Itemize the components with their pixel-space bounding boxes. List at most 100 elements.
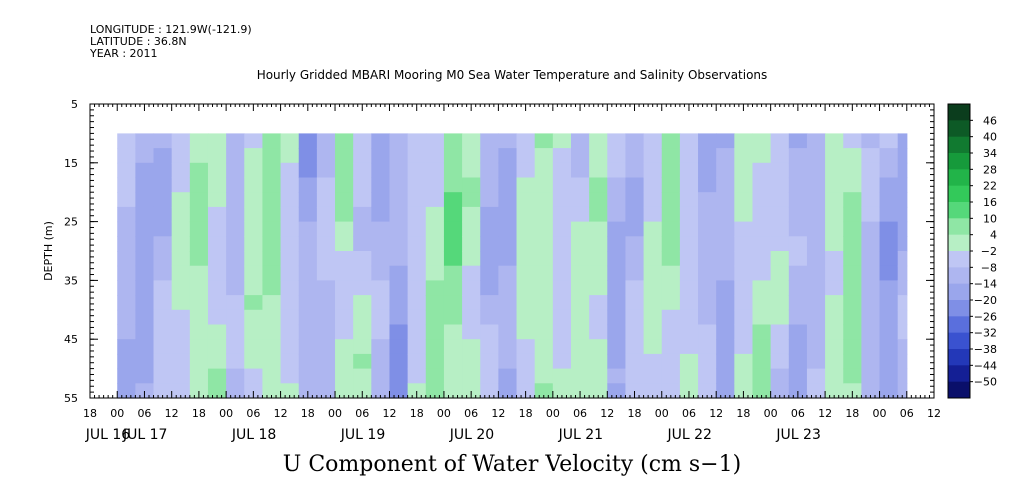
heatmap-cell <box>607 265 627 281</box>
heatmap-cell <box>570 339 590 355</box>
heatmap-cell <box>425 148 445 164</box>
heatmap-cell <box>407 353 427 370</box>
heatmap-cell <box>516 148 536 164</box>
heatmap-cell <box>171 309 191 326</box>
heatmap-cell <box>389 192 409 208</box>
heatmap-cell <box>679 280 699 296</box>
heatmap-cell <box>879 192 899 208</box>
heatmap-cell <box>371 148 391 164</box>
heatmap-cell <box>788 206 808 223</box>
heatmap-cell <box>607 295 627 311</box>
heatmap-cell <box>552 236 572 252</box>
heatmap-cell <box>425 280 445 296</box>
heatmap-cell <box>280 295 300 311</box>
heatmap-cell <box>244 192 264 208</box>
heatmap-cell <box>371 206 391 223</box>
heatmap-cell <box>443 353 463 370</box>
heatmap-cell <box>825 295 844 311</box>
heatmap-cell <box>825 368 844 384</box>
heatmap-cell <box>788 192 808 208</box>
heatmap-cell <box>262 324 282 340</box>
heatmap-cell <box>806 295 826 311</box>
heatmap-cell <box>462 324 481 340</box>
heatmap-cell <box>462 353 481 370</box>
heatmap-cell <box>244 162 264 179</box>
heatmap-cell <box>716 309 735 326</box>
heatmap-cell <box>135 177 155 193</box>
heatmap-cell <box>298 265 318 281</box>
heatmap-cell <box>570 251 590 267</box>
heatmap-cell <box>843 148 862 164</box>
heatmap-cell <box>843 236 862 252</box>
heatmap-cell <box>825 221 844 237</box>
heatmap-cell <box>625 221 645 237</box>
heatmap-cell <box>353 265 372 281</box>
heatmap-cell <box>189 280 209 296</box>
heatmap-cell <box>407 236 427 252</box>
heatmap-cell <box>607 280 627 296</box>
heatmap-cell <box>770 162 790 179</box>
heatmap-cell <box>316 177 336 193</box>
heatmap-cell <box>135 280 155 296</box>
heatmap-cell <box>153 192 173 208</box>
heatmap-cell <box>425 339 445 355</box>
heatmap-cell <box>443 177 463 193</box>
heatmap-cell <box>625 368 645 384</box>
heatmap-cell <box>607 206 627 223</box>
heatmap-cell <box>353 339 372 355</box>
heatmap-cell <box>443 265 463 281</box>
heatmap-cell <box>407 339 427 355</box>
heatmap-cell <box>262 309 282 326</box>
heatmap-cell <box>189 133 209 149</box>
heatmap-cell <box>825 162 844 179</box>
heatmap-cell <box>389 309 409 326</box>
heatmap-cell <box>153 368 173 384</box>
heatmap-cell <box>661 339 681 355</box>
heatmap-cell <box>407 133 427 149</box>
heatmap-cell <box>734 162 754 179</box>
x-hour-label: 12 <box>491 407 505 420</box>
heatmap-cell <box>897 295 908 311</box>
x-hour-label: 06 <box>791 407 805 420</box>
heatmap-cell <box>335 309 354 326</box>
heatmap-cell <box>897 133 908 149</box>
heatmap-cell <box>226 133 245 149</box>
heatmap-cell <box>407 148 427 164</box>
heatmap-cell <box>679 339 699 355</box>
colorbar-swatch <box>948 381 970 399</box>
heatmap-cell <box>825 324 844 340</box>
heatmap-cell <box>425 368 445 384</box>
heatmap-cell <box>752 133 772 149</box>
heatmap-cell <box>135 295 155 311</box>
heatmap-cell <box>879 339 899 355</box>
heatmap-cell <box>843 339 862 355</box>
heatmap-cell <box>189 309 209 326</box>
heatmap-cell <box>770 309 790 326</box>
heatmap-cell <box>570 192 590 208</box>
heatmap-cell <box>389 206 409 223</box>
heatmap-cell <box>516 177 536 193</box>
heatmap-cell <box>498 339 518 355</box>
heatmap-cell <box>552 383 572 399</box>
colorbar-label: −8 <box>981 261 997 274</box>
heatmap-cell <box>679 192 699 208</box>
heatmap-cell <box>262 368 282 384</box>
heatmap-cell <box>316 192 336 208</box>
heatmap-cell <box>353 236 372 252</box>
heatmap-cell <box>570 324 590 340</box>
heatmap-cell <box>752 280 772 296</box>
heatmap-cell <box>298 221 318 237</box>
heatmap-cell <box>879 148 899 164</box>
heatmap-cell <box>207 324 227 340</box>
heatmap-cell <box>698 295 717 311</box>
heatmap-cell <box>498 133 518 149</box>
heatmap-cell <box>752 251 772 267</box>
heatmap-cell <box>117 177 136 193</box>
heatmap-cell <box>534 206 554 223</box>
heatmap-cell <box>806 368 826 384</box>
heatmap-cell <box>135 309 155 326</box>
heatmap-cell <box>806 309 826 326</box>
heatmap-cell <box>589 236 608 252</box>
heatmap-cell <box>425 295 445 311</box>
heatmap-cell <box>806 236 826 252</box>
